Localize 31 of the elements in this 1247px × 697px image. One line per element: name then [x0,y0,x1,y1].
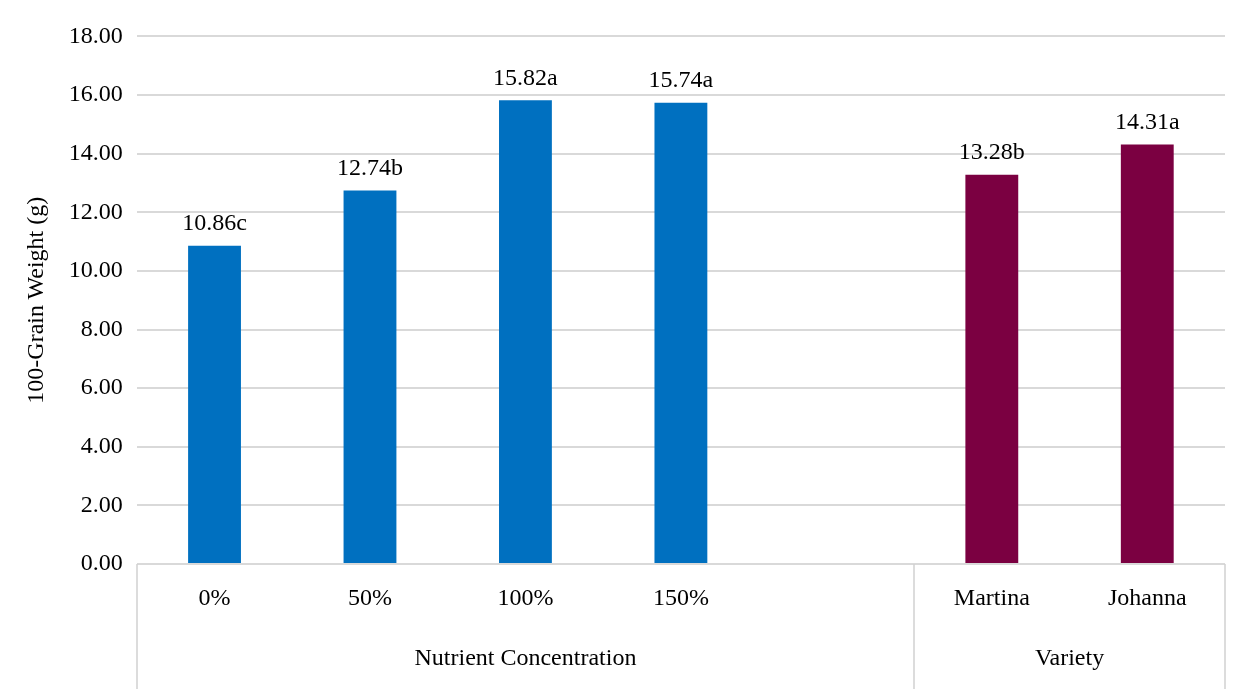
x-tick-label: 0% [198,583,231,610]
data-label: 14.31a [1114,107,1180,134]
y-axis-title: 100-Grain Weight (g) [21,196,48,404]
bar [188,245,241,563]
data-label: 12.74b [336,153,403,180]
y-tick-label: 18.00 [68,21,123,48]
y-tick-label: 14.00 [68,138,123,165]
data-label: 10.86c [182,208,247,235]
bar [965,174,1019,563]
y-tick-label: 0.00 [80,549,123,576]
x-tick-label: 100% [497,583,554,610]
text: Variety [1034,644,1105,671]
y-tick-label: 8.00 [80,314,123,341]
bar [343,190,397,563]
x-tick-label: Johanna [1107,583,1187,610]
y-tick-label: 2.00 [80,490,123,517]
bar [654,102,708,563]
y-tick-label: 12.00 [68,197,123,224]
bar [1120,144,1174,563]
data-label: 15.74a [648,65,714,92]
x-tick-label: 50% [347,583,392,610]
y-tick-label: 4.00 [80,432,123,459]
data-label: 13.28b [958,138,1025,165]
x-tick-label: 150% [652,583,709,610]
y-tick-label: 16.00 [68,80,123,107]
data-label: 15.82a [493,63,559,90]
y-tick-label: 10.00 [68,256,123,283]
bar [499,100,552,563]
x-tick-label: Martina [953,583,1031,610]
y-tick-label: 6.00 [80,373,123,400]
text: Nutrient Concentration [414,644,637,671]
